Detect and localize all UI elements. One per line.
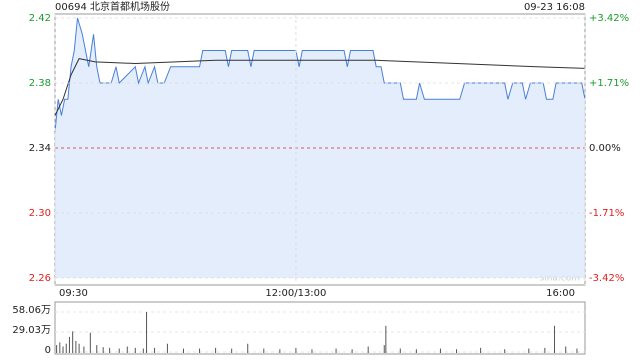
y2-tick-label: -1.71% — [589, 208, 624, 219]
y-tick-label: 0 — [45, 345, 51, 356]
y-tick-label: 2.26 — [29, 273, 51, 284]
y-tick-label: 29.03万 — [12, 325, 51, 336]
y-tick-label: 2.30 — [29, 208, 51, 219]
y2-tick-label: +1.71% — [589, 78, 629, 89]
timestamp: 09-23 16:08 — [524, 2, 585, 13]
y-tick-label: 2.38 — [29, 78, 51, 89]
y2-tick-label: -3.42% — [589, 273, 624, 284]
y-tick-label: 2.42 — [29, 13, 51, 24]
y2-tick-label: 0.00% — [589, 143, 621, 154]
y2-tick-label: +3.42% — [589, 13, 629, 24]
x-tick-label: 16:00 — [546, 288, 575, 299]
chart-title: 00694 北京首都机场股份 — [55, 0, 170, 13]
y-tick-label: 2.34 — [29, 143, 51, 154]
price-line — [54, 17, 586, 132]
x-tick-label: 09:30 — [59, 288, 88, 299]
volume-frame — [54, 301, 586, 355]
watermark: sina.com — [540, 274, 581, 284]
x-tick-label: 12:00/13:00 — [265, 288, 326, 299]
y-tick-label: 58.06万 — [12, 305, 51, 316]
